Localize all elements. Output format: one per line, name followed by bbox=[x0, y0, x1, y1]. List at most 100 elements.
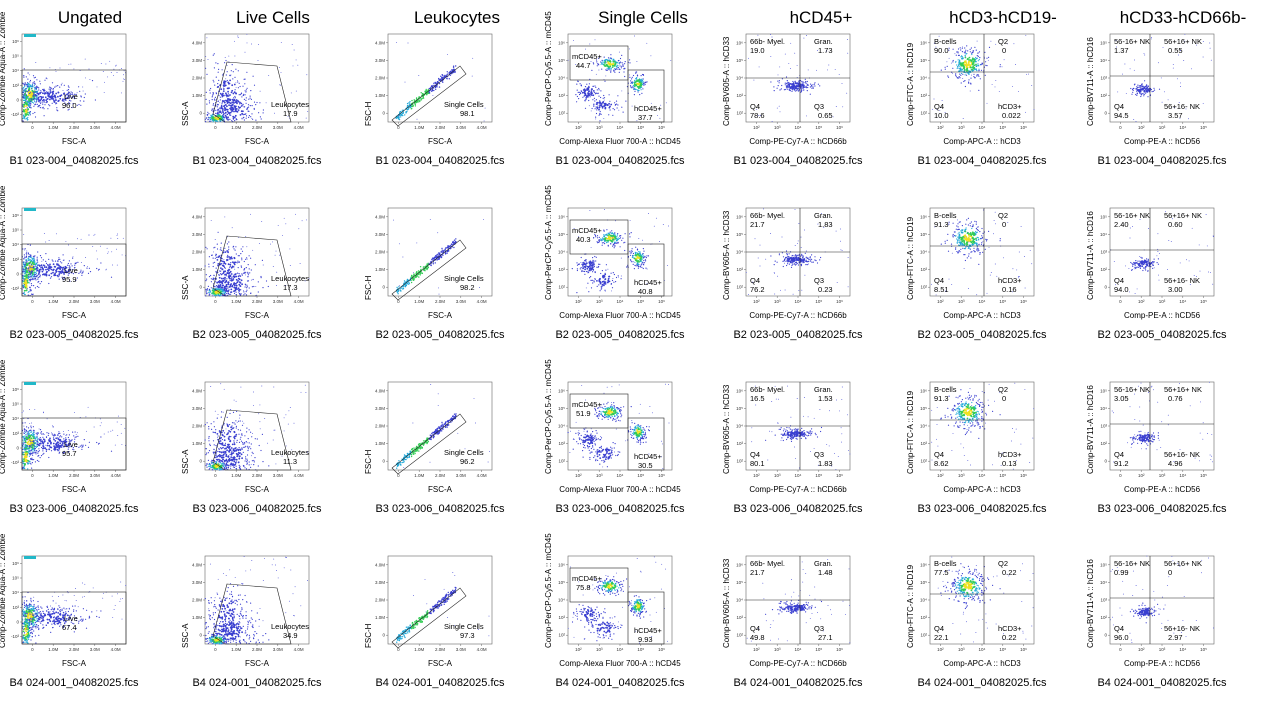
event-dot bbox=[598, 264, 599, 265]
event-dot bbox=[603, 239, 604, 240]
event-dot bbox=[115, 66, 116, 67]
event-dot bbox=[973, 76, 974, 77]
event-dot bbox=[1140, 96, 1141, 97]
event-dot bbox=[595, 87, 596, 88]
event-dot bbox=[32, 83, 33, 84]
event-dot bbox=[597, 286, 598, 287]
event-dot bbox=[34, 259, 35, 260]
event-dot bbox=[582, 92, 584, 94]
event-dot bbox=[276, 272, 277, 273]
event-dot bbox=[68, 64, 69, 65]
event-dot bbox=[211, 220, 212, 221]
event-dot bbox=[57, 92, 59, 94]
event-dot bbox=[42, 104, 43, 105]
event-dot bbox=[230, 287, 231, 288]
event-dot bbox=[1164, 91, 1165, 92]
event-dot bbox=[24, 98, 25, 99]
event-dot bbox=[206, 74, 207, 75]
event-dot bbox=[48, 283, 49, 284]
event-dot bbox=[215, 255, 216, 256]
event-dot bbox=[23, 95, 24, 96]
event-dot bbox=[1137, 93, 1138, 94]
event-dot bbox=[206, 104, 207, 105]
event-dot bbox=[224, 277, 226, 279]
y-tick-label: 10² bbox=[736, 285, 743, 290]
event-dot bbox=[636, 80, 638, 82]
event-dot bbox=[245, 90, 246, 91]
event-dot bbox=[258, 60, 259, 61]
x-tick-label: 10³ bbox=[596, 125, 603, 130]
event-dot bbox=[971, 53, 972, 54]
event-dot bbox=[422, 98, 423, 99]
event-dot bbox=[585, 260, 586, 261]
event-dot bbox=[276, 251, 277, 252]
event-dot bbox=[584, 271, 585, 272]
event-dot bbox=[589, 277, 590, 278]
event-dot bbox=[617, 95, 618, 96]
event-dot bbox=[79, 91, 80, 92]
event-dot bbox=[247, 286, 248, 287]
event-dot bbox=[209, 256, 210, 257]
event-dot bbox=[962, 51, 963, 52]
event-dot bbox=[26, 105, 28, 107]
event-dot bbox=[243, 94, 244, 95]
event-dot bbox=[588, 272, 589, 273]
event-dot bbox=[253, 279, 254, 280]
event-dot bbox=[41, 269, 42, 270]
event-dot bbox=[210, 290, 211, 291]
event-dot bbox=[84, 97, 85, 98]
event-dot bbox=[26, 260, 27, 261]
event-dot bbox=[585, 100, 586, 101]
event-dot bbox=[583, 271, 584, 272]
event-dot bbox=[643, 81, 644, 82]
event-dot bbox=[618, 277, 619, 278]
file-name-label: B2 023-005_04082025.fcs bbox=[0, 329, 166, 341]
event-dot bbox=[43, 89, 44, 90]
event-dot bbox=[215, 239, 216, 240]
event-dot bbox=[958, 48, 959, 49]
event-dot bbox=[230, 109, 232, 111]
event-dot bbox=[208, 264, 209, 265]
event-dot bbox=[222, 93, 224, 95]
event-dot bbox=[219, 275, 220, 276]
event-dot bbox=[402, 257, 403, 258]
y-tick-label: 10² bbox=[920, 111, 927, 116]
event-dot bbox=[595, 107, 596, 108]
event-dot bbox=[590, 96, 591, 97]
event-dot bbox=[221, 278, 223, 280]
event-dot bbox=[231, 103, 232, 104]
event-dot bbox=[598, 64, 599, 65]
event-dot bbox=[302, 220, 303, 221]
event-dot bbox=[612, 235, 614, 237]
event-dot bbox=[632, 251, 633, 252]
gate-label: mCD45+ bbox=[572, 52, 602, 61]
event-dot bbox=[32, 85, 33, 86]
event-dot bbox=[415, 105, 416, 106]
event-dot bbox=[961, 69, 963, 71]
event-dot bbox=[34, 98, 35, 99]
event-dot bbox=[620, 246, 621, 247]
event-dot bbox=[60, 68, 61, 69]
event-dot bbox=[415, 104, 416, 105]
event-dot bbox=[978, 65, 979, 66]
gate-label: hCD45+ bbox=[634, 104, 662, 113]
event-dot bbox=[213, 55, 214, 56]
x-tick-label: 10² bbox=[575, 125, 582, 130]
event-dot bbox=[1026, 74, 1027, 75]
event-dot bbox=[970, 66, 972, 68]
event-dot bbox=[633, 264, 634, 265]
event-dot bbox=[23, 258, 24, 259]
event-dot bbox=[218, 69, 219, 70]
event-dot bbox=[433, 83, 434, 84]
event-dot bbox=[966, 53, 967, 54]
event-dot bbox=[59, 87, 60, 88]
event-dot bbox=[1132, 89, 1133, 90]
event-dot bbox=[583, 263, 585, 265]
event-dot bbox=[952, 61, 953, 62]
event-dot bbox=[26, 268, 27, 269]
x-tick-label: 10² bbox=[753, 125, 760, 130]
event-dot bbox=[219, 102, 220, 103]
event-dot bbox=[222, 289, 223, 290]
event-dot bbox=[790, 68, 791, 69]
